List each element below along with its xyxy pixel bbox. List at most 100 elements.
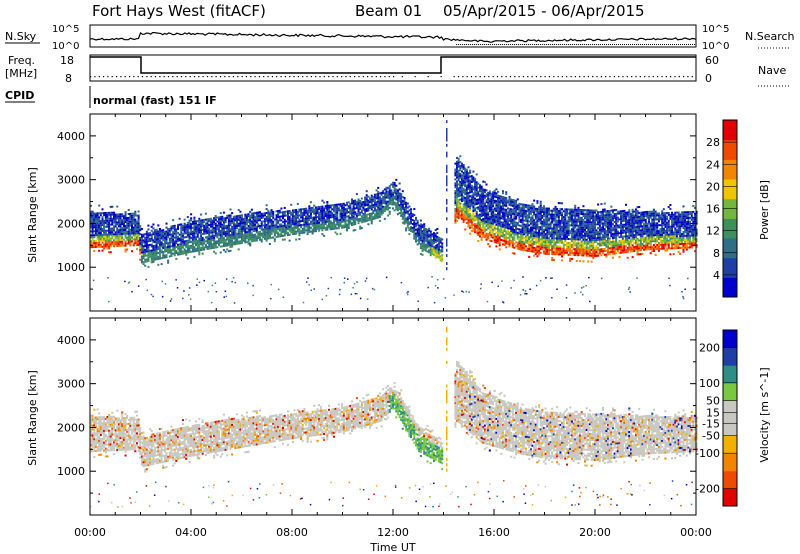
echo-cell [574, 210, 577, 213]
echo-cell [373, 199, 376, 202]
echo-cell [584, 230, 587, 233]
echo-cell [216, 216, 219, 219]
echo-cell [90, 234, 93, 237]
nave-dot [293, 76, 295, 78]
echo-cell [198, 227, 201, 230]
echo-cell [288, 227, 291, 230]
echo-cell [119, 237, 122, 239]
echo-cell [157, 240, 160, 243]
echo-cell [375, 197, 378, 200]
echo-cell [388, 197, 391, 199]
echo-cell [352, 217, 355, 220]
echo-cell [334, 217, 337, 220]
echo-cell [454, 213, 457, 216]
echo-cell [341, 220, 344, 223]
noise-search-dot [574, 44, 576, 45]
echo-cell [528, 230, 531, 233]
echo-cell [367, 201, 370, 204]
echo-cell [283, 238, 286, 241]
echo-cell [154, 256, 157, 259]
echo-cell [296, 224, 299, 227]
echo-cell [398, 182, 401, 185]
echo-cell [234, 235, 237, 238]
echo-cell [426, 238, 429, 241]
echo-cell [196, 233, 199, 236]
echo-cell [456, 180, 459, 183]
nave-dot [384, 76, 386, 78]
echo-cell [588, 237, 591, 239]
echo-cell [511, 220, 514, 223]
echo-cell [265, 227, 268, 230]
echo-cell [483, 208, 486, 211]
echo-cell [377, 212, 380, 215]
echo-cell [538, 233, 541, 236]
echo-cell [208, 237, 211, 240]
echo-cell [544, 223, 547, 226]
echo-cell [126, 230, 129, 233]
echo-cell [539, 204, 542, 207]
echo-cell [572, 220, 575, 223]
echo-cell [424, 233, 427, 236]
echo-cell [96, 216, 99, 219]
echo-cell [278, 215, 281, 218]
echo-cell [175, 234, 178, 237]
noise-search-dot [568, 44, 570, 45]
echo-cell [252, 214, 255, 217]
echo-cell [388, 185, 391, 188]
echo-cell [226, 214, 229, 217]
echo-cell [552, 225, 555, 228]
echo-cell [472, 176, 475, 179]
echo-cell [580, 246, 583, 249]
echo-cell [503, 216, 506, 219]
echo-cell [191, 244, 194, 247]
echo-cell [106, 247, 109, 250]
echo-cell [255, 217, 258, 220]
echo-cell [413, 227, 416, 230]
echo-cell [336, 203, 339, 206]
echo-cell [423, 248, 426, 251]
echo-cell [582, 238, 585, 241]
echo-cell [585, 246, 588, 249]
nave-tick-top: 60 [705, 54, 719, 67]
echo-cell [287, 228, 290, 230]
echo-cell [149, 240, 152, 242]
echo-cell [533, 250, 536, 253]
echo-cell [552, 237, 555, 240]
echo-cell [482, 225, 485, 228]
echo-cell [129, 236, 132, 239]
echo-cell [516, 212, 519, 215]
echo-cell [543, 238, 546, 241]
echo-cell [479, 184, 482, 187]
echo-cell [500, 233, 503, 236]
echo-cell [529, 242, 532, 245]
echo-cell [170, 235, 173, 238]
echo-cell [524, 225, 527, 228]
echo-cell [387, 186, 390, 189]
noise-search-dot [628, 44, 629, 45]
echo-cell [511, 230, 514, 233]
nave-dot [349, 76, 351, 78]
echo-cell [460, 166, 463, 169]
echo-cell [222, 211, 225, 214]
echo-cell [511, 200, 514, 203]
echo-cell [544, 235, 547, 238]
echo-cell [127, 209, 130, 211]
noise-search-dot [572, 44, 574, 45]
echo-cell [405, 201, 408, 204]
echo-cell [469, 217, 472, 219]
echo-cell [518, 204, 521, 207]
echo-cell [201, 219, 204, 222]
echo-cell [334, 211, 337, 214]
echo-cell [114, 213, 117, 216]
echo-cell [337, 223, 340, 226]
echo-cell [516, 245, 519, 248]
echo-cell [569, 253, 572, 256]
echo-cell [498, 222, 501, 225]
echo-cell [162, 231, 165, 234]
echo-cell [147, 240, 150, 243]
echo-cell [119, 225, 122, 228]
echo-cell [469, 183, 472, 186]
echo-cell [538, 247, 541, 250]
echo-cell [211, 243, 214, 246]
echo-cell [378, 208, 381, 211]
